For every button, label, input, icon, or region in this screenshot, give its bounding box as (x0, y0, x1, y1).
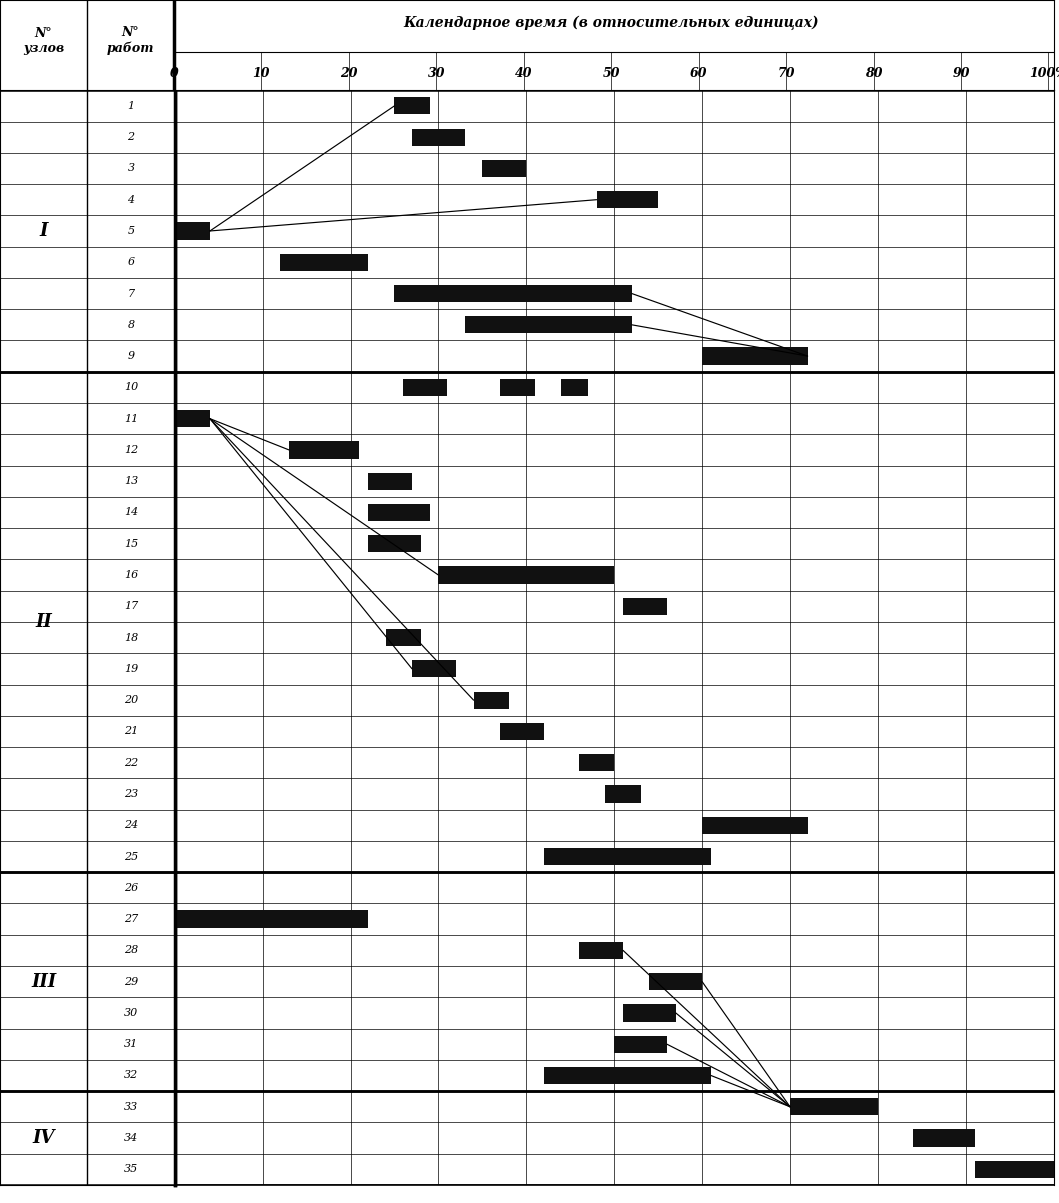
Bar (403, 379, 447, 396)
Bar (579, 754, 614, 771)
Text: 6: 6 (127, 257, 134, 267)
Bar (702, 348, 808, 365)
Text: 30: 30 (428, 67, 445, 81)
Bar (175, 223, 210, 239)
Bar (561, 379, 588, 396)
Bar (483, 160, 526, 177)
Bar (369, 504, 430, 521)
Bar (500, 723, 544, 740)
Text: 31: 31 (124, 1039, 138, 1049)
Text: 11: 11 (124, 414, 138, 423)
Text: 32: 32 (124, 1071, 138, 1080)
Bar (913, 1130, 974, 1146)
Bar (438, 567, 614, 583)
Text: 17: 17 (124, 602, 138, 611)
Text: 13: 13 (124, 476, 138, 486)
Text: 22: 22 (124, 758, 138, 768)
Text: 15: 15 (124, 539, 138, 549)
Text: 25: 25 (124, 852, 138, 861)
Bar (369, 535, 420, 552)
Bar (289, 442, 359, 458)
Text: 21: 21 (124, 727, 138, 736)
Bar (465, 316, 632, 333)
Bar (175, 410, 210, 427)
Text: 8: 8 (127, 320, 134, 330)
Bar (544, 1067, 711, 1084)
Bar (596, 191, 659, 208)
Text: 28: 28 (124, 946, 138, 955)
Text: 70: 70 (777, 67, 795, 81)
Text: 100%: 100% (1029, 67, 1059, 81)
Text: 19: 19 (124, 664, 138, 674)
Text: 26: 26 (124, 883, 138, 893)
Text: 9: 9 (127, 351, 134, 361)
Text: 18: 18 (124, 633, 138, 642)
Text: 60: 60 (689, 67, 707, 81)
Bar (500, 379, 535, 396)
Bar (790, 1098, 878, 1115)
Text: 90: 90 (952, 67, 970, 81)
Text: 2: 2 (127, 132, 134, 142)
Text: 16: 16 (124, 570, 138, 580)
Text: 27: 27 (124, 914, 138, 924)
Text: I: I (39, 223, 48, 239)
Bar (369, 473, 412, 490)
Text: 4: 4 (127, 195, 134, 205)
Text: 34: 34 (124, 1133, 138, 1143)
Bar (412, 660, 456, 677)
Text: 5: 5 (127, 226, 134, 236)
Bar (412, 129, 465, 146)
Bar (395, 97, 430, 114)
Text: 20: 20 (124, 695, 138, 705)
Bar (579, 942, 623, 959)
Text: 23: 23 (124, 789, 138, 799)
Text: 29: 29 (124, 977, 138, 986)
Text: 10: 10 (252, 67, 270, 81)
Text: 50: 50 (603, 67, 620, 81)
Text: III: III (31, 973, 56, 990)
Text: 33: 33 (124, 1102, 138, 1112)
Text: 0: 0 (169, 67, 178, 81)
Text: 14: 14 (124, 508, 138, 517)
Bar (702, 817, 808, 834)
Text: 7: 7 (127, 289, 134, 298)
Text: 20: 20 (340, 67, 358, 81)
Bar (175, 911, 369, 928)
Text: 40: 40 (515, 67, 533, 81)
Text: 35: 35 (124, 1165, 138, 1174)
Text: 3: 3 (127, 164, 134, 173)
Text: II: II (35, 614, 52, 630)
Bar (385, 629, 420, 646)
Bar (606, 786, 641, 802)
Text: Календарное время (в относительных единицах): Календарное время (в относительных едини… (403, 16, 819, 30)
Bar (623, 1005, 676, 1021)
Bar (623, 598, 667, 615)
Bar (614, 1036, 667, 1053)
Bar (649, 973, 702, 990)
Text: N°
узлов: N° узлов (23, 26, 65, 54)
Text: 30: 30 (124, 1008, 138, 1018)
Text: 10: 10 (124, 383, 138, 392)
Bar (281, 254, 369, 271)
Text: 12: 12 (124, 445, 138, 455)
Text: N°
работ: N° работ (107, 26, 155, 55)
Text: 80: 80 (865, 67, 882, 81)
Bar (473, 692, 508, 709)
Bar (544, 848, 711, 865)
Bar (395, 285, 632, 302)
Bar (974, 1161, 1054, 1178)
Text: 1: 1 (127, 101, 134, 111)
Text: IV: IV (33, 1130, 55, 1146)
Text: 24: 24 (124, 820, 138, 830)
